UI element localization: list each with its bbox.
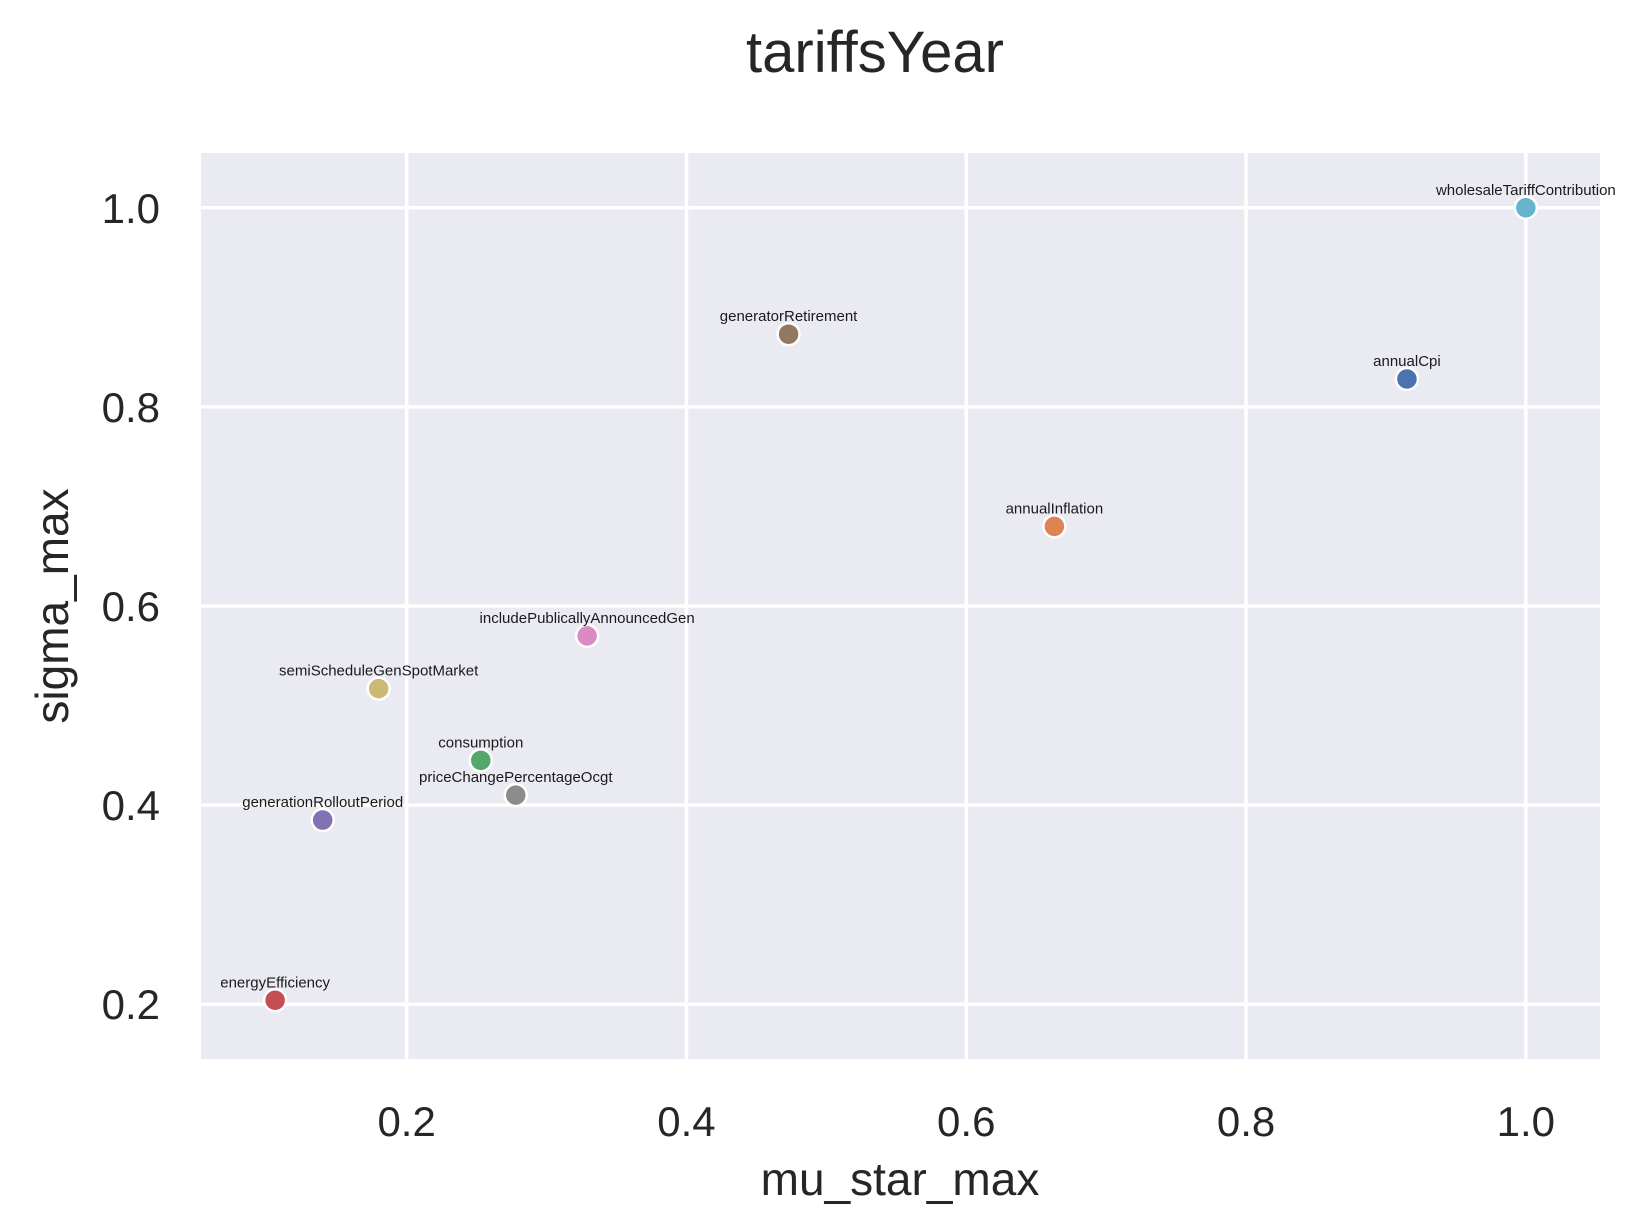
point-label-energyEfficiency: energyEfficiency xyxy=(220,974,330,991)
data-point-generatorRetirement xyxy=(776,321,801,347)
point-label-annualInflation: annualInflation xyxy=(1006,500,1104,517)
point-label-semiScheduleGenSpotMarket: semiScheduleGenSpotMarket xyxy=(279,663,479,680)
data-point-energyEfficiency xyxy=(262,988,288,1013)
point-label-wholesaleTariffContribution: wholesaleTariffContribution xyxy=(1435,182,1616,199)
x-tick-label: 0.6 xyxy=(937,1098,995,1145)
x-tick-label: 0.8 xyxy=(1217,1098,1275,1145)
y-tick-label: 0.4 xyxy=(102,782,160,829)
data-point-includePublicallyAnnouncedGen xyxy=(574,623,600,649)
y-tick-label: 0.2 xyxy=(102,981,160,1028)
grid-lines xyxy=(201,153,1600,1059)
point-label-annualCpi: annualCpi xyxy=(1373,353,1441,370)
y-tick-labels: 0.2 0.4 0.6 0.8 1.0 xyxy=(102,185,160,1028)
data-point-annualCpi xyxy=(1394,366,1420,392)
data-point-semiScheduleGenSpotMarket xyxy=(366,676,391,701)
data-point-generationRolloutPeriod xyxy=(310,807,335,833)
y-tick-label: 0.8 xyxy=(102,384,160,431)
x-tick-label: 0.4 xyxy=(657,1098,715,1145)
point-label-priceChangePercentageOcgt: priceChangePercentageOcgt xyxy=(419,769,613,786)
point-label-generatorRetirement: generatorRetirement xyxy=(720,308,858,325)
x-tick-label: 1.0 xyxy=(1497,1098,1555,1145)
point-labels: annualCpi annualInflation consumption energ… xyxy=(220,182,1616,992)
data-points xyxy=(262,195,1539,1013)
x-tick-labels: 0.2 0.4 0.6 0.8 1.0 xyxy=(377,1098,1555,1145)
x-axis-label: mu_star_max xyxy=(761,1153,1040,1205)
data-point-wholesaleTariffContribution xyxy=(1513,195,1539,221)
x-tick-label: 0.2 xyxy=(377,1098,435,1145)
y-tick-label: 1.0 xyxy=(102,185,160,232)
y-tick-label: 0.6 xyxy=(102,583,160,630)
point-label-consumption: consumption xyxy=(438,734,523,751)
data-point-priceChangePercentageOcgt xyxy=(503,782,529,808)
y-axis-label: sigma_max xyxy=(26,488,78,723)
point-label-generationRolloutPeriod: generationRolloutPeriod xyxy=(242,794,403,811)
data-point-annualInflation xyxy=(1042,514,1067,539)
chart-title: tariffsYear xyxy=(746,20,1004,85)
point-label-includePublicallyAnnouncedGen: includePublicallyAnnouncedGen xyxy=(480,610,695,627)
data-point-consumption xyxy=(468,748,494,773)
